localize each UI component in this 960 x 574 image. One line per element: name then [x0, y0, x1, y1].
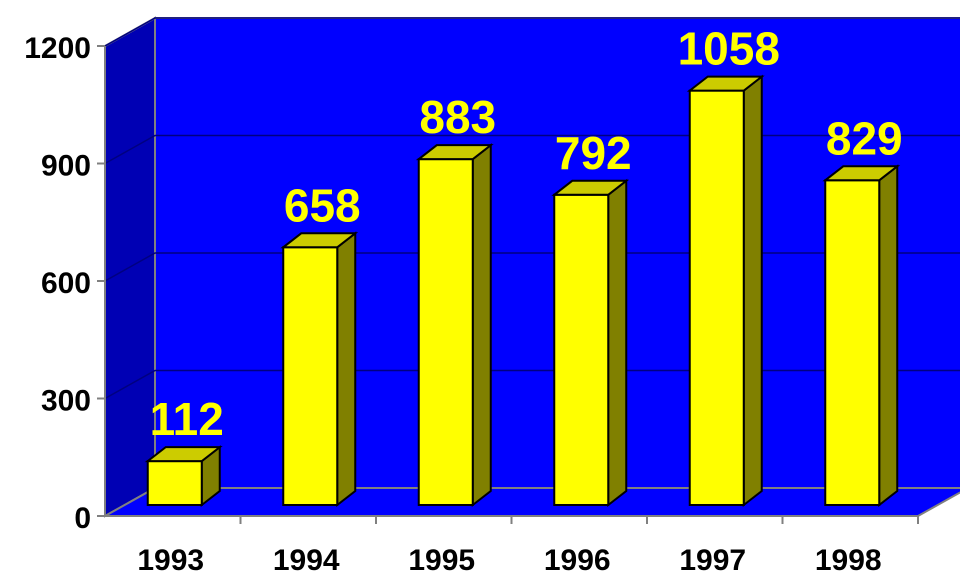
- bar-1998: [822, 164, 901, 508]
- bar-top: [551, 179, 630, 196]
- bar-front: [146, 460, 203, 506]
- bar-top: [415, 144, 494, 161]
- bar-1993: [144, 445, 223, 508]
- data-label: 112: [150, 393, 224, 445]
- y-tick-label: 900: [41, 150, 91, 183]
- bar-side: [607, 178, 628, 508]
- x-tick-label: 1994: [273, 544, 340, 574]
- data-label: 792: [555, 127, 632, 179]
- bars: [144, 74, 901, 508]
- data-label: 1058: [678, 23, 780, 75]
- bar-front: [417, 158, 474, 507]
- gridline: [104, 17, 960, 47]
- y-tick-label: 1200: [24, 32, 91, 65]
- x-axis-tick-labels: 1993 1994 1995 1996 1997 1998: [137, 544, 881, 574]
- bar-side: [336, 231, 357, 508]
- data-label: 829: [826, 112, 903, 164]
- x-tick-label: 1997: [679, 544, 746, 574]
- bar-top: [144, 446, 223, 463]
- bar-front: [282, 246, 339, 507]
- x-tick-label: 1996: [544, 544, 611, 574]
- y-axis-tick-labels: 0 300 600 900 1200: [24, 32, 91, 535]
- y-tick-label: 300: [41, 385, 91, 418]
- x-tick-label: 1993: [137, 544, 204, 574]
- bar-1995: [415, 143, 494, 508]
- bar-side: [471, 143, 492, 508]
- data-label: 883: [419, 91, 496, 143]
- data-labels: 112 658 883 792 1058 829: [150, 23, 903, 446]
- x-tick-label: 1995: [408, 544, 475, 574]
- y-tick-label: 0: [74, 502, 91, 535]
- data-label: 658: [284, 179, 361, 231]
- bar-top: [822, 165, 901, 182]
- axes: [97, 45, 919, 524]
- bar-side: [878, 164, 899, 508]
- bar-front: [688, 89, 745, 506]
- bar-1996: [551, 178, 630, 508]
- bar-1994: [280, 231, 359, 508]
- x-tick-label: 1998: [815, 544, 882, 574]
- bar-front: [553, 193, 610, 507]
- bar-top: [686, 75, 765, 92]
- bar-front: [824, 179, 881, 507]
- y-tick-label: 600: [41, 267, 91, 300]
- bar-1997: [686, 74, 765, 508]
- bar-side: [742, 74, 763, 508]
- bar-top: [280, 232, 359, 249]
